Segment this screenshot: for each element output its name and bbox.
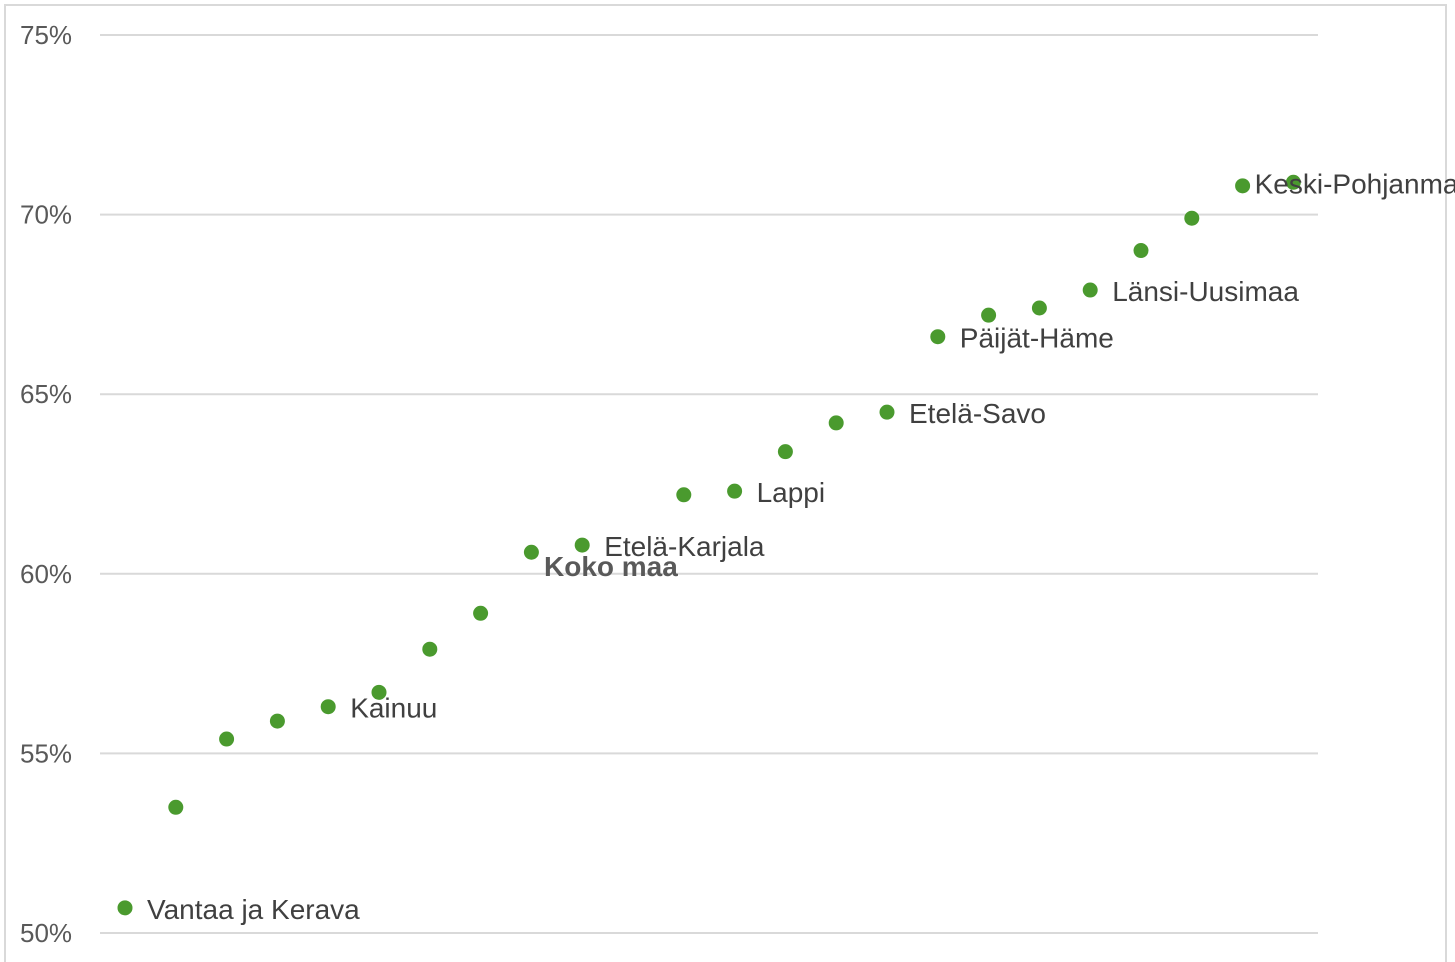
data-point	[828, 415, 844, 431]
point-label: Keski-Pohjanmaa	[1255, 168, 1455, 199]
data-point	[168, 799, 184, 815]
data-points	[117, 174, 1301, 916]
point-label: Päijät-Häme	[960, 323, 1114, 354]
data-point	[219, 731, 235, 747]
y-tick-label: 55%	[20, 738, 72, 768]
data-point	[879, 404, 895, 420]
data-point	[777, 444, 793, 460]
data-point	[117, 900, 133, 916]
data-point	[1235, 178, 1251, 194]
data-point	[930, 329, 946, 345]
data-point	[574, 537, 590, 553]
y-tick-label: 70%	[20, 200, 72, 230]
data-point	[320, 699, 336, 715]
point-label: Kainuu	[350, 693, 437, 724]
y-axis-ticks: 50% 55% 60% 65% 70% 75%	[20, 20, 72, 948]
point-label: Vantaa ja Kerava	[147, 894, 360, 925]
data-point	[727, 483, 743, 499]
data-point	[676, 487, 692, 503]
data-point	[422, 641, 438, 657]
y-tick-label: 60%	[20, 559, 72, 589]
chart-frame	[4, 4, 1447, 962]
gridlines	[100, 34, 1318, 934]
point-label: Etelä-Karjala	[604, 531, 765, 562]
point-label: Etelä-Savo	[909, 398, 1046, 429]
y-tick-label: 50%	[20, 918, 72, 948]
data-point	[523, 544, 539, 560]
point-labels: Vantaa ja Kerava Kainuu Etelä-Karjala Lappi…	[147, 168, 1455, 925]
y-tick-label: 75%	[20, 20, 72, 50]
data-point	[1285, 174, 1301, 190]
data-point	[981, 307, 997, 323]
annotation-label: Koko maa	[544, 551, 678, 582]
data-point	[1184, 210, 1200, 226]
point-label: Länsi-Uusimaa	[1112, 276, 1299, 307]
y-tick-label: 65%	[20, 379, 72, 409]
data-point	[1031, 300, 1047, 316]
data-point	[473, 605, 489, 621]
data-point	[1082, 282, 1098, 298]
data-point	[269, 713, 285, 729]
data-point	[1133, 243, 1149, 259]
point-label: Lappi	[757, 477, 826, 508]
data-point	[371, 684, 387, 700]
